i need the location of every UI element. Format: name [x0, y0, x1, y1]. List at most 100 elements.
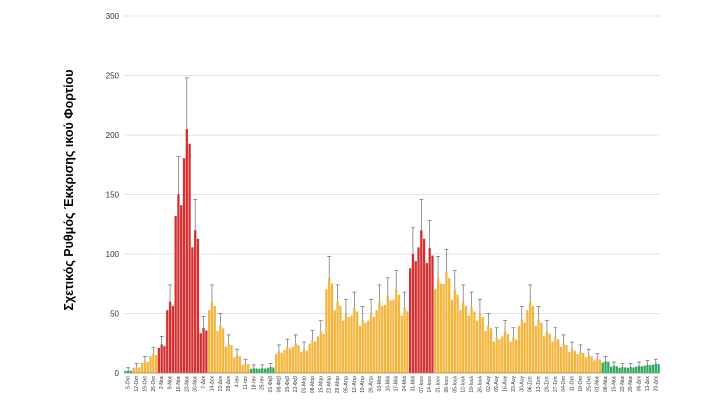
- x-tick-label: 24-Μαϊ: [402, 375, 408, 391]
- bar: [436, 277, 440, 373]
- bar: [358, 325, 362, 373]
- bar: [249, 368, 253, 373]
- x-tick-label: 16-Αυγ: [503, 376, 509, 392]
- x-axis-ticks: 5-Οκτ 12-Οκτ 19-Οκτ 26-Οκτ 2-Νοε 9-Νοε 16-Νοε 2…: [126, 375, 660, 393]
- bar: [129, 370, 133, 373]
- x-tick-label: 12-Ιουλ: [461, 376, 467, 393]
- bar: [219, 325, 222, 373]
- bar: [135, 367, 138, 373]
- bar: [411, 254, 415, 373]
- bar: [168, 301, 172, 373]
- x-tick-label: 27-Σεπ: [553, 375, 559, 392]
- bar: [579, 351, 582, 373]
- bar: [487, 325, 490, 373]
- bar: [372, 317, 375, 373]
- bar: [367, 320, 370, 373]
- x-tick-label: 07-Ιουν: [419, 376, 425, 393]
- x-tick-label: 13-Σεπ: [536, 375, 542, 392]
- bar: [596, 358, 599, 373]
- bar: [459, 310, 462, 373]
- bar: [643, 365, 646, 373]
- bar: [425, 263, 429, 373]
- bar: [509, 341, 512, 373]
- x-tick-label: 11-Οκτ: [570, 376, 576, 391]
- x-tick-label: 08-Νοε: [603, 375, 609, 392]
- bar: [537, 319, 540, 373]
- bar: [227, 343, 230, 373]
- bar: [361, 319, 364, 373]
- bar: [498, 339, 501, 373]
- bar: [141, 362, 144, 373]
- bar: [286, 346, 289, 373]
- x-tick-label: 25-Ιαν: [260, 376, 266, 391]
- x-tick-label: 01-Φεβ: [268, 376, 274, 392]
- bar: [185, 129, 188, 373]
- x-tick-label: 31-Μαϊ: [410, 375, 416, 391]
- x-tick-label: 22-Νοε: [620, 375, 626, 392]
- bar: [392, 299, 395, 373]
- y-tick-label: 300: [106, 12, 120, 21]
- x-tick-label: 29-Μαρ: [335, 376, 341, 393]
- bar: [428, 248, 431, 373]
- bar: [640, 366, 643, 373]
- bar: [637, 365, 641, 373]
- bar: [177, 194, 180, 373]
- bar: [657, 364, 660, 373]
- bar: [336, 301, 339, 373]
- x-tick-label: 22-Μαρ: [327, 376, 333, 393]
- bar: [501, 336, 504, 373]
- bar: [244, 363, 247, 373]
- bar: [330, 283, 334, 373]
- bar: [269, 367, 272, 373]
- bar: [146, 361, 149, 373]
- x-tick-label: 30-Αυγ: [519, 376, 525, 392]
- bar: [342, 320, 345, 373]
- bar: [409, 268, 412, 373]
- bar: [124, 370, 127, 373]
- bar: [400, 315, 403, 373]
- bar: [316, 336, 320, 373]
- y-tick-label: 250: [106, 72, 120, 81]
- bar: [160, 344, 163, 373]
- bar: [132, 367, 135, 373]
- bar: [431, 255, 434, 373]
- y-tick-label: 50: [110, 310, 119, 319]
- bar: [635, 366, 638, 373]
- bar: [171, 305, 174, 373]
- bar: [406, 311, 409, 373]
- bar: [311, 339, 314, 373]
- bar: [252, 368, 255, 373]
- bar: [233, 357, 236, 373]
- bar: [263, 368, 267, 373]
- bar: [300, 352, 303, 373]
- bar: [573, 350, 576, 373]
- bar: [378, 301, 381, 373]
- bar: [568, 352, 571, 373]
- bar: [523, 322, 526, 373]
- bar: [517, 325, 521, 373]
- x-tick-label: 05-Απρ: [343, 376, 349, 393]
- x-tick-label: 5-Οκτ: [126, 376, 132, 389]
- bar: [545, 331, 549, 373]
- bar: [484, 331, 487, 373]
- bar: [188, 143, 191, 373]
- bar: [291, 346, 295, 373]
- bar: [450, 299, 454, 373]
- bar: [632, 367, 635, 373]
- x-tick-label: 2-Νοε: [159, 375, 165, 389]
- x-tick-label: 14-Δεκ: [209, 376, 215, 392]
- bar: [420, 230, 423, 373]
- bar: [598, 359, 602, 373]
- bar: [325, 289, 328, 373]
- x-tick-label: 01-Μαρ: [302, 376, 308, 393]
- bar: [266, 367, 269, 373]
- x-tick-label: 18-Ιαν: [251, 376, 257, 391]
- bar: [551, 341, 554, 373]
- bar: [531, 305, 535, 373]
- bar: [646, 364, 649, 373]
- bar: [654, 363, 657, 373]
- bar: [314, 341, 317, 373]
- bar: [166, 310, 169, 373]
- x-tick-label: 17-Μαϊ: [394, 375, 400, 391]
- x-tick-label: 29-Νοε: [628, 375, 634, 392]
